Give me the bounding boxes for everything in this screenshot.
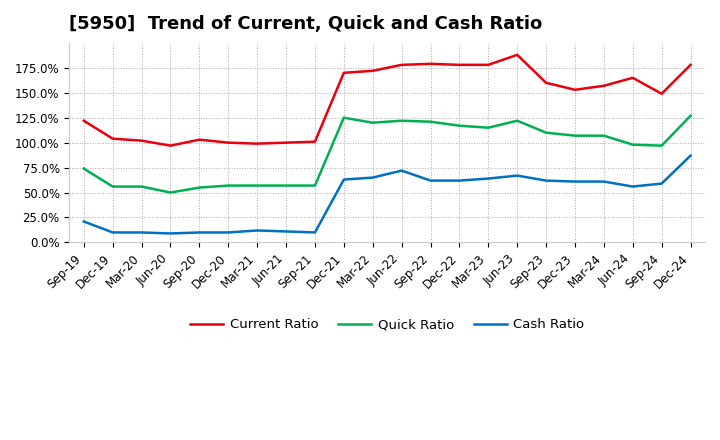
Current Ratio	[484, 62, 492, 67]
Quick Ratio	[253, 183, 261, 188]
Quick Ratio	[166, 190, 175, 195]
Quick Ratio	[455, 123, 464, 128]
Quick Ratio	[541, 130, 550, 136]
Legend: Current Ratio, Quick Ratio, Cash Ratio: Current Ratio, Quick Ratio, Cash Ratio	[185, 313, 590, 337]
Current Ratio	[455, 62, 464, 67]
Current Ratio	[166, 143, 175, 148]
Current Ratio	[541, 80, 550, 85]
Current Ratio	[629, 75, 637, 81]
Cash Ratio	[657, 181, 666, 186]
Current Ratio	[79, 118, 88, 123]
Current Ratio	[195, 137, 204, 142]
Cash Ratio	[109, 230, 117, 235]
Cash Ratio	[571, 179, 580, 184]
Cash Ratio	[484, 176, 492, 181]
Cash Ratio	[455, 178, 464, 183]
Quick Ratio	[282, 183, 290, 188]
Cash Ratio	[369, 175, 377, 180]
Cash Ratio	[426, 178, 435, 183]
Cash Ratio	[600, 179, 608, 184]
Text: [5950]  Trend of Current, Quick and Cash Ratio: [5950] Trend of Current, Quick and Cash …	[69, 15, 543, 33]
Quick Ratio	[397, 118, 406, 123]
Cash Ratio	[224, 230, 233, 235]
Line: Quick Ratio: Quick Ratio	[84, 116, 690, 193]
Quick Ratio	[310, 183, 319, 188]
Quick Ratio	[340, 115, 348, 121]
Current Ratio	[340, 70, 348, 76]
Current Ratio	[310, 139, 319, 144]
Cash Ratio	[253, 228, 261, 233]
Cash Ratio	[541, 178, 550, 183]
Current Ratio	[513, 52, 521, 58]
Current Ratio	[253, 141, 261, 146]
Quick Ratio	[224, 183, 233, 188]
Quick Ratio	[629, 142, 637, 147]
Cash Ratio	[282, 229, 290, 234]
Line: Current Ratio: Current Ratio	[84, 55, 690, 146]
Current Ratio	[571, 87, 580, 92]
Current Ratio	[397, 62, 406, 67]
Current Ratio	[600, 83, 608, 88]
Quick Ratio	[79, 166, 88, 171]
Cash Ratio	[166, 231, 175, 236]
Quick Ratio	[138, 184, 146, 189]
Cash Ratio	[397, 168, 406, 173]
Cash Ratio	[79, 219, 88, 224]
Line: Cash Ratio: Cash Ratio	[84, 156, 690, 234]
Quick Ratio	[571, 133, 580, 138]
Quick Ratio	[369, 120, 377, 125]
Current Ratio	[426, 61, 435, 66]
Current Ratio	[224, 140, 233, 145]
Cash Ratio	[340, 177, 348, 182]
Quick Ratio	[426, 119, 435, 125]
Current Ratio	[109, 136, 117, 141]
Cash Ratio	[513, 173, 521, 178]
Current Ratio	[138, 138, 146, 143]
Quick Ratio	[686, 113, 695, 118]
Cash Ratio	[310, 230, 319, 235]
Cash Ratio	[629, 184, 637, 189]
Cash Ratio	[686, 153, 695, 158]
Quick Ratio	[513, 118, 521, 123]
Quick Ratio	[600, 133, 608, 138]
Current Ratio	[282, 140, 290, 145]
Quick Ratio	[195, 185, 204, 190]
Quick Ratio	[109, 184, 117, 189]
Cash Ratio	[138, 230, 146, 235]
Current Ratio	[686, 62, 695, 67]
Cash Ratio	[195, 230, 204, 235]
Quick Ratio	[657, 143, 666, 148]
Current Ratio	[369, 68, 377, 73]
Current Ratio	[657, 91, 666, 96]
Quick Ratio	[484, 125, 492, 130]
